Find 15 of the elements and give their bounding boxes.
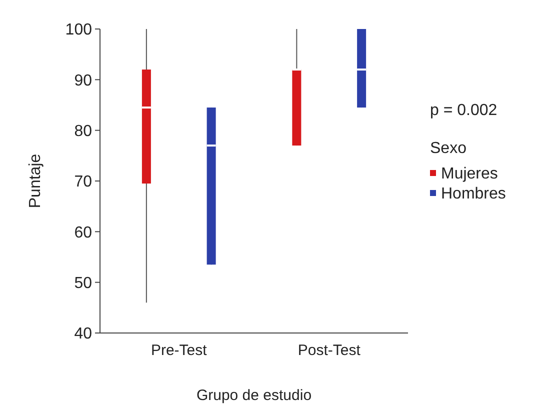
- y-tick-label: 50: [74, 274, 92, 292]
- y-tick-label: 60: [74, 224, 92, 242]
- legend-label: Mujeres: [441, 166, 498, 183]
- y-tick-label: 70: [74, 174, 92, 191]
- y-tick-label: 90: [74, 72, 92, 90]
- x-axis-title: Grupo de estudio: [196, 387, 312, 404]
- y-axis-title: Puntaje: [27, 154, 44, 208]
- x-tick-label: Post-Test: [298, 342, 362, 359]
- y-tick-label: 80: [74, 122, 92, 140]
- x-tick-label: Pre-Test: [150, 342, 208, 359]
- legend-title: Sexo: [430, 140, 467, 157]
- text: p = 0.002: [430, 102, 498, 119]
- y-tick-label: 100: [65, 22, 92, 39]
- legend-label: Hombres: [441, 186, 506, 203]
- y-tick-label: 40: [74, 326, 92, 343]
